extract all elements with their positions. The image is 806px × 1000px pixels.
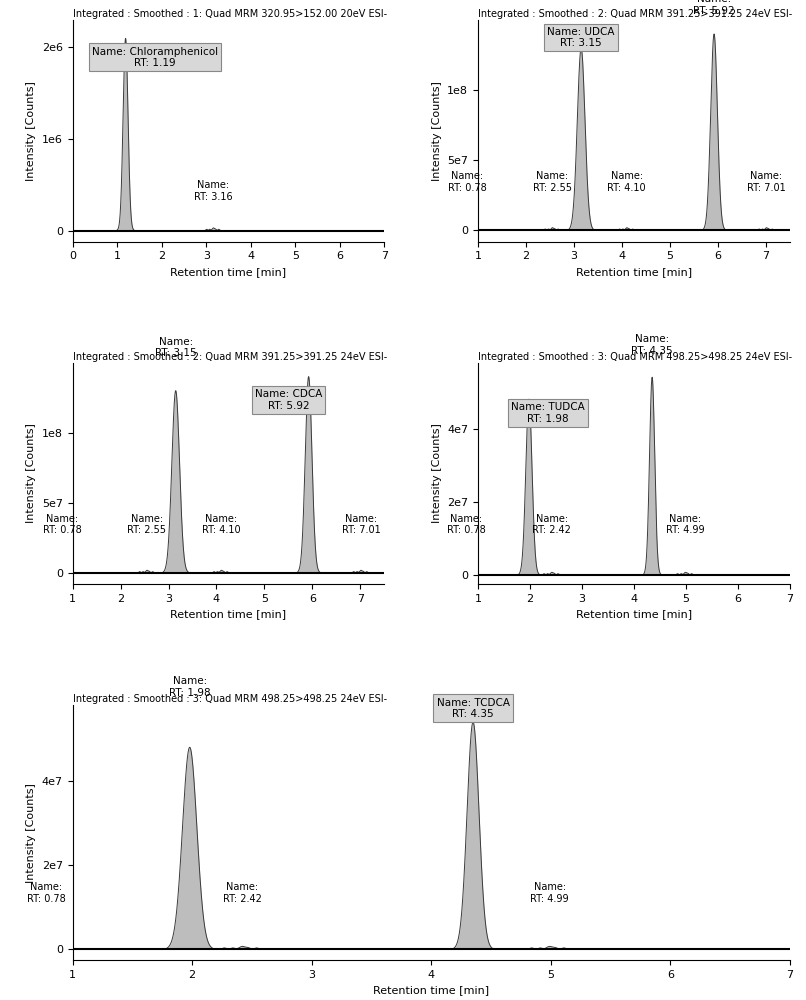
Text: Integrated : Smoothed : 1: Quad MRM 320.95>152.00 20eV ESI-: Integrated : Smoothed : 1: Quad MRM 320.… — [73, 9, 387, 19]
Text: Name: TCDCA
RT: 4.35: Name: TCDCA RT: 4.35 — [437, 698, 509, 719]
Text: Name:
RT: 4.99: Name: RT: 4.99 — [666, 514, 704, 535]
X-axis label: Retention time [min]: Retention time [min] — [170, 609, 287, 619]
Text: Name:
RT: 4.99: Name: RT: 4.99 — [530, 882, 569, 904]
Text: Name:
RT: 1.98: Name: RT: 1.98 — [169, 676, 210, 698]
Text: Integrated : Smoothed : 2: Quad MRM 391.25>391.25 24eV ESI-: Integrated : Smoothed : 2: Quad MRM 391.… — [73, 352, 387, 362]
X-axis label: Retention time [min]: Retention time [min] — [575, 267, 692, 277]
Text: Integrated : Smoothed : 2: Quad MRM 391.25>391.25 24eV ESI-: Integrated : Smoothed : 2: Quad MRM 391.… — [478, 9, 792, 19]
Text: Name:
RT: 2.42: Name: RT: 2.42 — [223, 882, 262, 904]
Text: Integrated : Smoothed : 3: Quad MRM 498.25>498.25 24eV ESI-: Integrated : Smoothed : 3: Quad MRM 498.… — [478, 352, 792, 362]
Y-axis label: Intensity [Counts]: Intensity [Counts] — [431, 423, 442, 523]
Text: Name: UDCA
RT: 3.15: Name: UDCA RT: 3.15 — [547, 27, 615, 48]
Text: Name:
RT: 0.78: Name: RT: 0.78 — [27, 882, 65, 904]
Y-axis label: Intensity [Counts]: Intensity [Counts] — [27, 81, 36, 181]
Text: Name:
RT: 5.92: Name: RT: 5.92 — [693, 0, 735, 16]
Text: Name:
RT: 0.78: Name: RT: 0.78 — [447, 514, 486, 535]
Text: Name:
RT: 2.55: Name: RT: 2.55 — [533, 171, 572, 193]
Text: Name:
RT: 7.01: Name: RT: 7.01 — [342, 514, 380, 535]
Text: Name:
RT: 4.10: Name: RT: 4.10 — [608, 171, 646, 193]
Y-axis label: Intensity [Counts]: Intensity [Counts] — [432, 81, 442, 181]
Text: Name:
RT: 3.15: Name: RT: 3.15 — [155, 337, 197, 358]
Text: Integrated : Smoothed : 3: Quad MRM 498.25>498.25 24eV ESI-: Integrated : Smoothed : 3: Quad MRM 498.… — [73, 694, 387, 704]
Text: Name: Chloramphenicol
RT: 1.19: Name: Chloramphenicol RT: 1.19 — [92, 47, 218, 68]
X-axis label: Retention time [min]: Retention time [min] — [170, 267, 287, 277]
Text: Name:
RT: 7.01: Name: RT: 7.01 — [747, 171, 786, 193]
Text: Name:
RT: 4.10: Name: RT: 4.10 — [202, 514, 241, 535]
Text: Name:
RT: 2.55: Name: RT: 2.55 — [127, 514, 166, 535]
Text: Name:
RT: 2.42: Name: RT: 2.42 — [533, 514, 571, 535]
Text: Name:
RT: 4.35: Name: RT: 4.35 — [631, 334, 673, 356]
Text: Name: TUDCA
RT: 1.98: Name: TUDCA RT: 1.98 — [511, 402, 585, 424]
Y-axis label: Intensity [Counts]: Intensity [Counts] — [27, 423, 36, 523]
Text: Name:
RT: 0.78: Name: RT: 0.78 — [43, 514, 81, 535]
X-axis label: Retention time [min]: Retention time [min] — [373, 985, 489, 995]
Text: Name:
RT: 0.78: Name: RT: 0.78 — [448, 171, 487, 193]
Y-axis label: Intensity [Counts]: Intensity [Counts] — [26, 783, 36, 883]
X-axis label: Retention time [min]: Retention time [min] — [575, 609, 692, 619]
Text: Name: CDCA
RT: 5.92: Name: CDCA RT: 5.92 — [255, 389, 322, 411]
Text: Name:
RT: 3.16: Name: RT: 3.16 — [194, 180, 233, 202]
